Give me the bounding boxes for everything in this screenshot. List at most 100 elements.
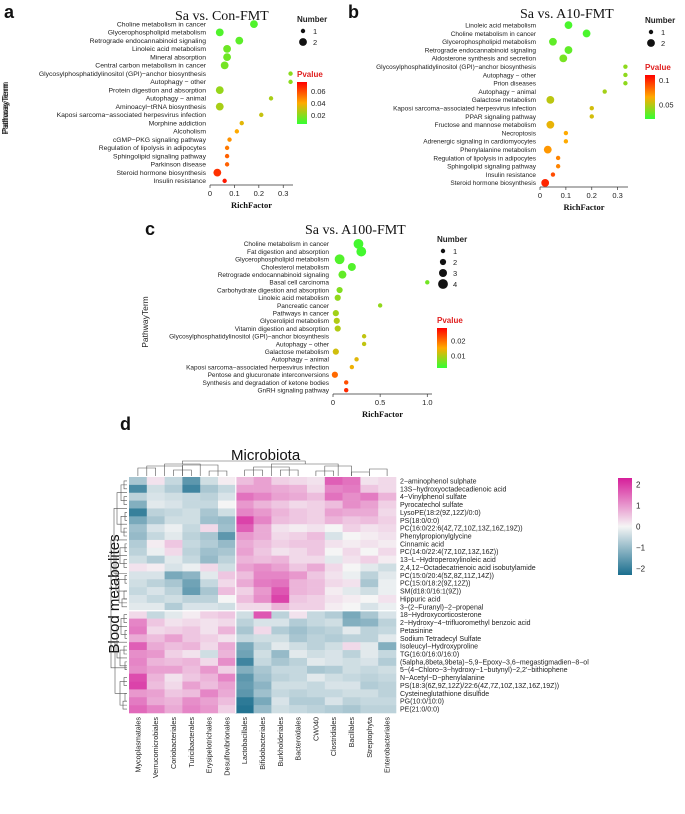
heatmap-cell	[271, 555, 290, 564]
heatmap-cell	[129, 571, 148, 580]
heatmap-cell	[378, 602, 397, 612]
heatmap-cell	[200, 602, 219, 612]
heatmap-cell	[307, 642, 326, 651]
heatmap-cell	[307, 705, 326, 714]
heatmap-cell	[378, 500, 397, 509]
heatmap-row-label: 13S−hydroxyoctadecadienoic acid	[400, 486, 507, 493]
pathway-term-label: Alcoholism	[173, 129, 206, 136]
heatmap-cell	[378, 587, 397, 596]
heatmap-cell	[378, 650, 397, 659]
size-legend-dot	[439, 269, 447, 277]
heatmap-cell	[360, 697, 379, 706]
heatmap-cell	[218, 650, 237, 659]
color-legend-title: Pvalue	[437, 316, 463, 325]
heatmap-cell	[378, 571, 397, 580]
heatmap-cell	[253, 477, 272, 486]
heatmap-cell	[164, 650, 183, 659]
heatmap-cell	[307, 524, 326, 533]
heatmap-cell	[253, 618, 272, 627]
heatmap-cell	[360, 579, 379, 588]
size-legend-label: 1	[313, 27, 317, 36]
heatmap-cell	[360, 665, 379, 674]
heatmap-cell	[360, 618, 379, 627]
heatmap-cell	[146, 705, 165, 714]
heatmap-cell	[164, 665, 183, 674]
heatmap-cell	[324, 697, 343, 706]
heatmap-cell	[129, 634, 148, 643]
heatmap-cell	[307, 492, 326, 501]
x-tick-label: 0	[331, 398, 335, 407]
heatmap-cell	[146, 618, 165, 627]
heatmap-cell	[146, 571, 165, 580]
heatmap-cell	[182, 657, 201, 667]
pathway-term-label: Linoleic acid metabolism	[258, 295, 329, 302]
heatmap-cell	[307, 681, 326, 690]
heatmap-column-label: Coriobacteriales	[169, 717, 178, 769]
heatmap-cell	[289, 705, 308, 714]
pathway-term-label: Autophagy − animal	[146, 96, 207, 103]
heatmap-cell	[271, 650, 290, 659]
heatmap-cell	[271, 563, 290, 572]
heatmap-cell	[218, 579, 237, 588]
y-axis-title: PathwayTerm	[140, 296, 150, 348]
heatmap-cell	[129, 697, 148, 706]
heatmap-cell	[200, 571, 219, 580]
heatmap-cell	[235, 477, 254, 486]
heatmap-cell	[218, 516, 237, 525]
color-legend-title: Pvalue	[297, 70, 323, 79]
x-axis-title: RichFactor	[362, 409, 403, 419]
pathway-term-label: Mineral absorption	[150, 54, 206, 61]
heatmap-cell	[289, 524, 308, 533]
heatmap-cell	[378, 492, 397, 501]
heatmap-cell	[200, 681, 219, 690]
heatmap-title: Microbiota	[231, 447, 301, 464]
heatmap-row-label: (5alpha,8beta,9beta)−5,9−Epoxy−3,6−megas…	[400, 659, 589, 666]
heatmap-cell	[146, 595, 165, 604]
heatmap-cell	[342, 563, 361, 572]
pathway-term-label: Prion diseases	[493, 81, 536, 88]
heatmap-cell	[218, 563, 237, 572]
data-point	[356, 246, 367, 257]
heatmap-cell	[182, 539, 201, 549]
data-point	[354, 357, 359, 362]
heatmap-cell	[146, 500, 165, 509]
data-point	[602, 89, 607, 94]
heatmap-cell	[253, 602, 272, 612]
heatmap-row-label: PC(16:0/22:6(4Z,7Z,10Z,13Z,16Z,19Z))	[400, 526, 523, 533]
heatmap-cell	[324, 492, 343, 501]
heatmap-cell	[200, 532, 219, 541]
data-point	[563, 130, 569, 136]
heatmap-cell	[271, 516, 290, 525]
x-axis-title: RichFactor	[563, 202, 604, 212]
heatmap-cell	[164, 579, 183, 588]
heatmap-row-label: SM(d18:0/16:1(9Z))	[400, 589, 461, 596]
heatmap-cell	[200, 492, 219, 501]
heatmap-cell	[289, 673, 308, 682]
heatmap-cell	[289, 516, 308, 525]
heatmap-cell	[235, 626, 254, 635]
heatmap-cell	[289, 563, 308, 572]
pathway-term-label: Galactose metabolism	[265, 349, 329, 356]
heatmap-cell	[289, 642, 308, 651]
pathway-term-label: Choline metabolism in cancer	[451, 31, 537, 38]
column-dendrogram-branch	[369, 468, 388, 476]
heatmap-cell	[235, 595, 254, 604]
heatmap-cell	[289, 484, 308, 494]
pathway-term-label: Sphingolipid signaling pathway	[113, 153, 207, 160]
heatmap-cell	[378, 532, 397, 541]
pathway-term-label: Protein digestion and absorption	[109, 87, 207, 94]
heatmap-cell	[378, 563, 397, 572]
heatmap-cell	[129, 650, 148, 659]
chart-title: Sa vs. Con-FMT	[175, 9, 269, 24]
heatmap-cell	[378, 547, 397, 556]
heatmap-cell	[271, 689, 290, 698]
heatmap-cell	[146, 516, 165, 525]
pathway-term-label: Vitamin digestion and absorption	[235, 326, 330, 333]
heatmap-cell	[360, 563, 379, 572]
heatmap-cell	[129, 587, 148, 596]
heatmap-cell	[129, 689, 148, 698]
heatmap-cell	[235, 587, 254, 596]
color-legend-label: 0.01	[451, 352, 466, 361]
heatmap-cell	[146, 673, 165, 682]
heatmap-cell	[289, 697, 308, 706]
